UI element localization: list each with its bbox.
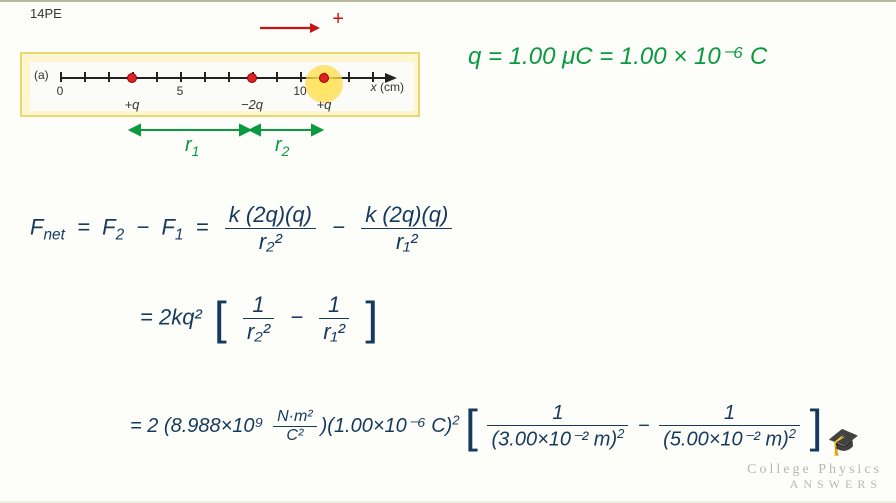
l1-fracB-den: r₁² — [361, 229, 452, 255]
r2-label: r2 — [275, 134, 289, 159]
l1-fracA-den: r₂² — [225, 229, 316, 255]
axis-num: 0 — [57, 84, 64, 98]
positive-label: + — [332, 8, 344, 31]
tick — [300, 72, 302, 82]
l3-fracA-den: (3.00×10⁻² m)2 — [487, 426, 628, 452]
charge-label: +q — [317, 97, 332, 112]
charge-dot — [247, 73, 257, 83]
axis-arrowhead — [385, 71, 399, 85]
tick — [108, 72, 110, 82]
charge-label: +q — [125, 97, 140, 112]
k-unit-num: N·m² — [273, 408, 317, 427]
panel-label-a: (a) — [34, 68, 49, 82]
l1-fracB-num: k (2q)(q) — [361, 202, 452, 229]
k-unit-den: C² — [273, 427, 317, 445]
k-val: 8.988×10⁹ — [171, 415, 264, 437]
l2-prefix: = 2kq² — [140, 304, 202, 329]
r-distance-arrows — [28, 120, 428, 160]
axis-panel: (a) 0510 +q−2q+q x (cm) — [30, 62, 414, 111]
l2-fracA-den: r₂² — [243, 319, 274, 345]
l2-fracA-num: 1 — [243, 292, 274, 319]
q-val: 1.00×10⁻⁶ C — [334, 415, 446, 437]
charge-dot — [127, 73, 137, 83]
eq-line3: = 2 (8.988×10⁹ N·m² C² )(1.00×10⁻⁶ C)2 [… — [130, 402, 822, 452]
eq-line1: Fnet = F2 − F1 = k (2q)(q) r₂² − k (2q)(… — [30, 202, 456, 255]
grad-cap-icon: 🎓 — [826, 424, 862, 459]
positive-direction-arrow — [260, 18, 330, 38]
watermark-l2: ANSWERS — [747, 478, 882, 491]
l2-fracB-den: r₁² — [319, 319, 349, 345]
tick — [156, 72, 158, 82]
tick — [204, 72, 206, 82]
l3-fracA-num: 1 — [487, 402, 628, 426]
l3-fracB-num: 1 — [659, 402, 800, 426]
tick — [348, 72, 350, 82]
l2-fracB-num: 1 — [319, 292, 349, 319]
axis-num: 5 — [177, 84, 184, 98]
problem-id: 14PE — [30, 6, 62, 21]
given-q: q = 1.00 μC = 1.00 × 10⁻⁶ C — [468, 42, 767, 71]
charge-label: −2q — [241, 97, 263, 112]
tick — [60, 72, 62, 82]
tick — [84, 72, 86, 82]
eq-line2: = 2kq² [ 1 r₂² − 1 r₁² ] — [140, 292, 378, 345]
tick — [180, 72, 182, 82]
tick — [228, 72, 230, 82]
watermark: College Physics ANSWERS — [747, 462, 882, 491]
watermark-l1: College Physics — [747, 462, 882, 477]
tick — [276, 72, 278, 82]
l3-fracB-den: (5.00×10⁻² m)2 — [659, 426, 800, 452]
l1-fracA-num: k (2q)(q) — [225, 202, 316, 229]
charge-axis-diagram: (a) 0510 +q−2q+q x (cm) — [20, 52, 420, 117]
charge-dot — [319, 73, 329, 83]
r1-label: r1 — [185, 134, 199, 159]
